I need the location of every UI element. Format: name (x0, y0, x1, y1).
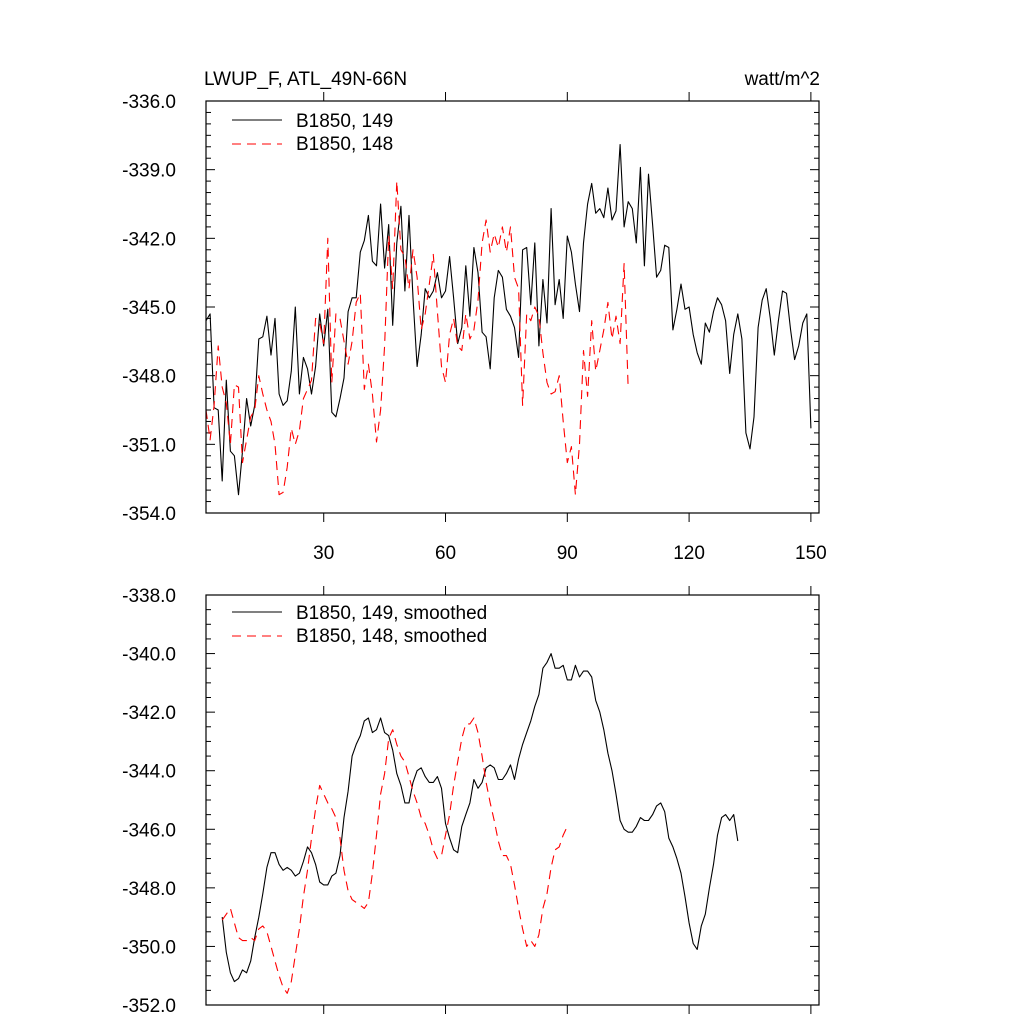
y-tick-label: -351.0 (122, 435, 176, 456)
x-tick-label: 60 (435, 543, 456, 564)
bottom-panel: -338.0 -340.0 -342.0 -344.0 -346.0 -348.0 -350… (122, 586, 820, 1017)
top-axes: -336.0 -339.0 -342.0 -345.0 -348.0 -351.0 -354… (122, 92, 827, 564)
top-title: LWUP_F, ATL_49N-66N (204, 69, 407, 90)
y-tick-label: -336.0 (122, 92, 176, 113)
bottom-plot-frame (205, 594, 820, 1006)
x-tick-label: 30 (313, 543, 334, 564)
series-line-b1850-149 (205, 143, 812, 496)
x-tick-label: 120 (673, 543, 705, 564)
x-tick-label: 90 (557, 543, 578, 564)
y-tick-label: -339.0 (122, 161, 176, 182)
legend-label-b1850-148: B1850, 148 (296, 134, 393, 155)
y-tick-label: -350.0 (122, 937, 176, 958)
legend-label-b1850-149: B1850, 149 (296, 111, 393, 132)
y-tick-label: -342.0 (122, 703, 176, 724)
top-units: watt/m^2 (744, 69, 820, 90)
top-legend: B1850, 149 B1850, 148 (232, 111, 393, 155)
top-plot-frame (205, 100, 820, 514)
x-tick-label: 150 (795, 543, 827, 564)
y-tick-label: -354.0 (122, 504, 176, 525)
y-tick-label: -340.0 (122, 645, 176, 666)
y-tick-label: -348.0 (122, 879, 176, 900)
bottom-series-layer (221, 653, 739, 994)
top-panel: LWUP_F, ATL_49N-66N watt/m^2 -336.0 -339.… (122, 69, 827, 564)
bottom-legend: B1850, 149, smoothed B1850, 148, smoothe… (232, 603, 487, 647)
series-line-b1850-148 (205, 180, 629, 496)
series-line-b1850-148-smoothed (221, 717, 568, 994)
bottom-axes: -338.0 -340.0 -342.0 -344.0 -346.0 -348.0 -350… (122, 586, 819, 1017)
y-tick-label: -348.0 (122, 367, 176, 388)
y-tick-label: -344.0 (122, 762, 176, 783)
legend-label-b1850-149-smoothed: B1850, 149, smoothed (296, 603, 487, 624)
legend-label-b1850-148-smoothed: B1850, 148, smoothed (296, 626, 487, 647)
top-series-layer (205, 143, 812, 496)
series-line-b1850-149-smoothed (221, 653, 739, 983)
y-tick-label: -346.0 (122, 820, 176, 841)
y-tick-label: -352.0 (122, 996, 176, 1017)
y-tick-label: -342.0 (122, 229, 176, 250)
y-tick-label: -345.0 (122, 298, 176, 319)
y-tick-label: -338.0 (122, 586, 176, 607)
